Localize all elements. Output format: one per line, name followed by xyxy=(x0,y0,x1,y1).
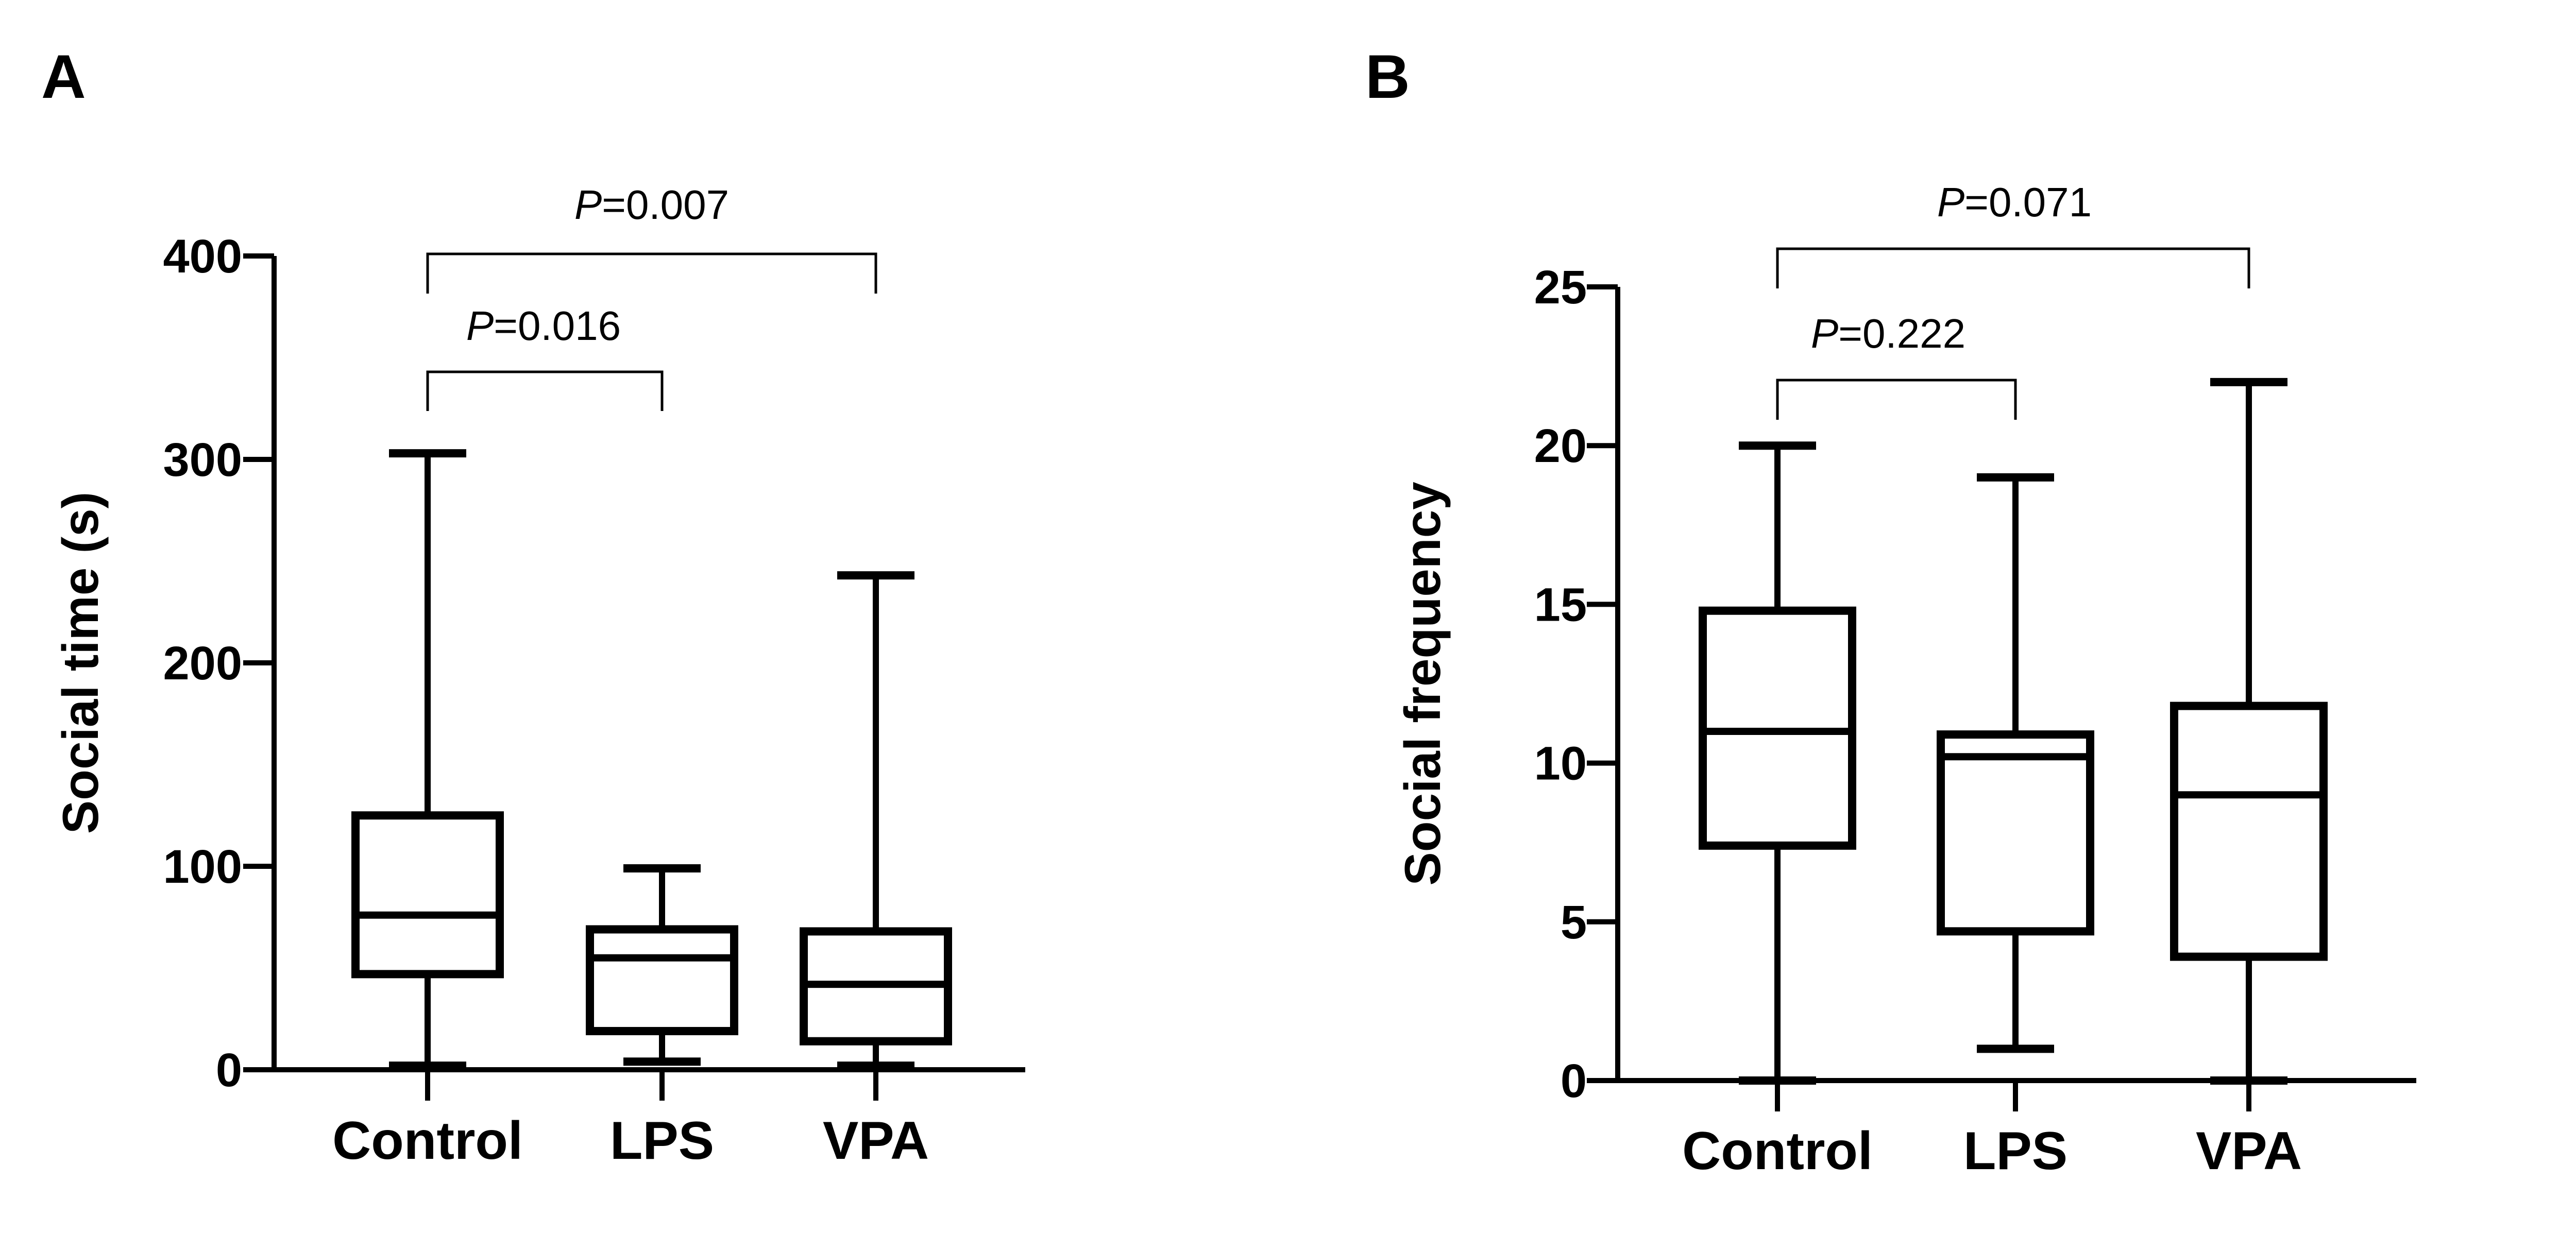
p-symbol: P xyxy=(574,182,602,228)
y-tick-label: 0 xyxy=(1561,1055,1587,1107)
bracket-line xyxy=(1776,247,2250,288)
bracket-line xyxy=(1776,379,2017,420)
box-lps xyxy=(586,864,738,1066)
x-tick-label: VPA xyxy=(2196,1121,2302,1181)
comparison-bracket: P=0.007 xyxy=(426,182,877,294)
p-value-label: P=0.016 xyxy=(466,303,621,349)
y-tick-label: 5 xyxy=(1561,896,1587,949)
x-tick-label: Control xyxy=(1682,1121,1873,1181)
y-tick-label: 0 xyxy=(216,1044,242,1097)
panel-b: B 0 5 10 15 20 25 Social frequency Control LPS VPA… xyxy=(1365,42,2416,1181)
p-value-label: P=0.071 xyxy=(1937,179,2092,225)
comparison-bracket: P=0.071 xyxy=(1776,179,2250,288)
x-tick-label: Control xyxy=(332,1111,523,1171)
p-symbol: P xyxy=(466,303,494,349)
box-iqr xyxy=(2170,701,2328,961)
panel-label: B xyxy=(1365,42,1410,111)
comparison-bracket: P=0.222 xyxy=(1776,311,2017,420)
p-value: =0.222 xyxy=(1838,311,1965,356)
bracket-line xyxy=(426,252,877,294)
box-lps xyxy=(1937,473,2094,1053)
x-tick-label: LPS xyxy=(610,1111,714,1171)
y-tick-label: 200 xyxy=(163,637,243,690)
y-tick-label: 300 xyxy=(163,434,243,486)
bracket-line xyxy=(426,370,664,411)
y-axis-title: Social frequency xyxy=(1394,482,1451,885)
y-tick-label: 100 xyxy=(163,841,243,893)
p-value-label: P=0.007 xyxy=(574,182,729,228)
y-tick-label: 10 xyxy=(1534,738,1587,790)
y-tick-label: 15 xyxy=(1534,578,1587,631)
box-control xyxy=(1699,441,1856,1085)
box-iqr xyxy=(351,811,504,979)
p-symbol: P xyxy=(1937,179,1964,225)
panel-a: A 0 100 200 300 400 Social time (s) Control LPS V… xyxy=(41,42,1025,1171)
box-vpa xyxy=(2170,378,2328,1085)
comparison-bracket: P=0.016 xyxy=(426,303,664,411)
p-value-label: P=0.222 xyxy=(1811,311,1965,356)
y-tick-label: 400 xyxy=(163,230,243,283)
p-value: =0.007 xyxy=(602,182,729,228)
y-axis-title: Social time (s) xyxy=(52,492,109,834)
y-tick-label: 20 xyxy=(1534,420,1587,472)
p-value: =0.016 xyxy=(494,303,621,349)
p-value: =0.071 xyxy=(1964,179,2092,225)
y-tick-label: 25 xyxy=(1534,261,1587,314)
x-tick-label: LPS xyxy=(1963,1121,2067,1181)
box-iqr xyxy=(586,925,738,1035)
box-vpa xyxy=(800,571,952,1070)
x-tick-label: VPA xyxy=(823,1111,929,1171)
box-iqr xyxy=(1937,730,2094,936)
p-symbol: P xyxy=(1811,311,1838,356)
box-control xyxy=(351,449,504,1070)
panel-label: A xyxy=(41,42,86,111)
